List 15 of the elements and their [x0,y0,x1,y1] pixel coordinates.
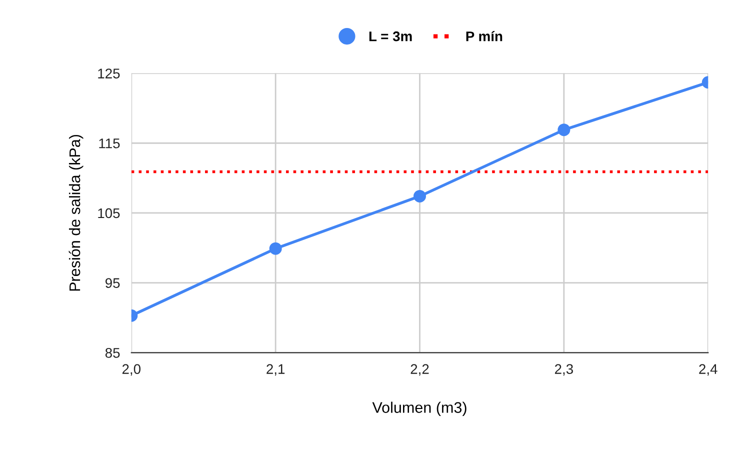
x-tick-label: 2,0 [122,364,141,376]
y-axis-title: Presión de salida (kPa) [68,134,84,291]
point [414,190,426,202]
y-tick-label: 105 [98,208,120,218]
y-tick-label: 95 [105,278,120,288]
y-tick-label: 115 [99,138,120,148]
y-tick-label: 125 [98,68,120,78]
x-tick-label: 2,1 [266,364,285,376]
legend-label: P mín [466,30,502,42]
y-tick-label: 85 [105,348,120,358]
x-axis-title: Volumen (m3) [372,402,466,416]
x-tick-label: 2,3 [554,364,573,376]
x-tick-label: 2,4 [699,364,718,376]
legend-label: L = 3m [369,31,412,42]
x-tick-label: 2,2 [410,364,429,376]
